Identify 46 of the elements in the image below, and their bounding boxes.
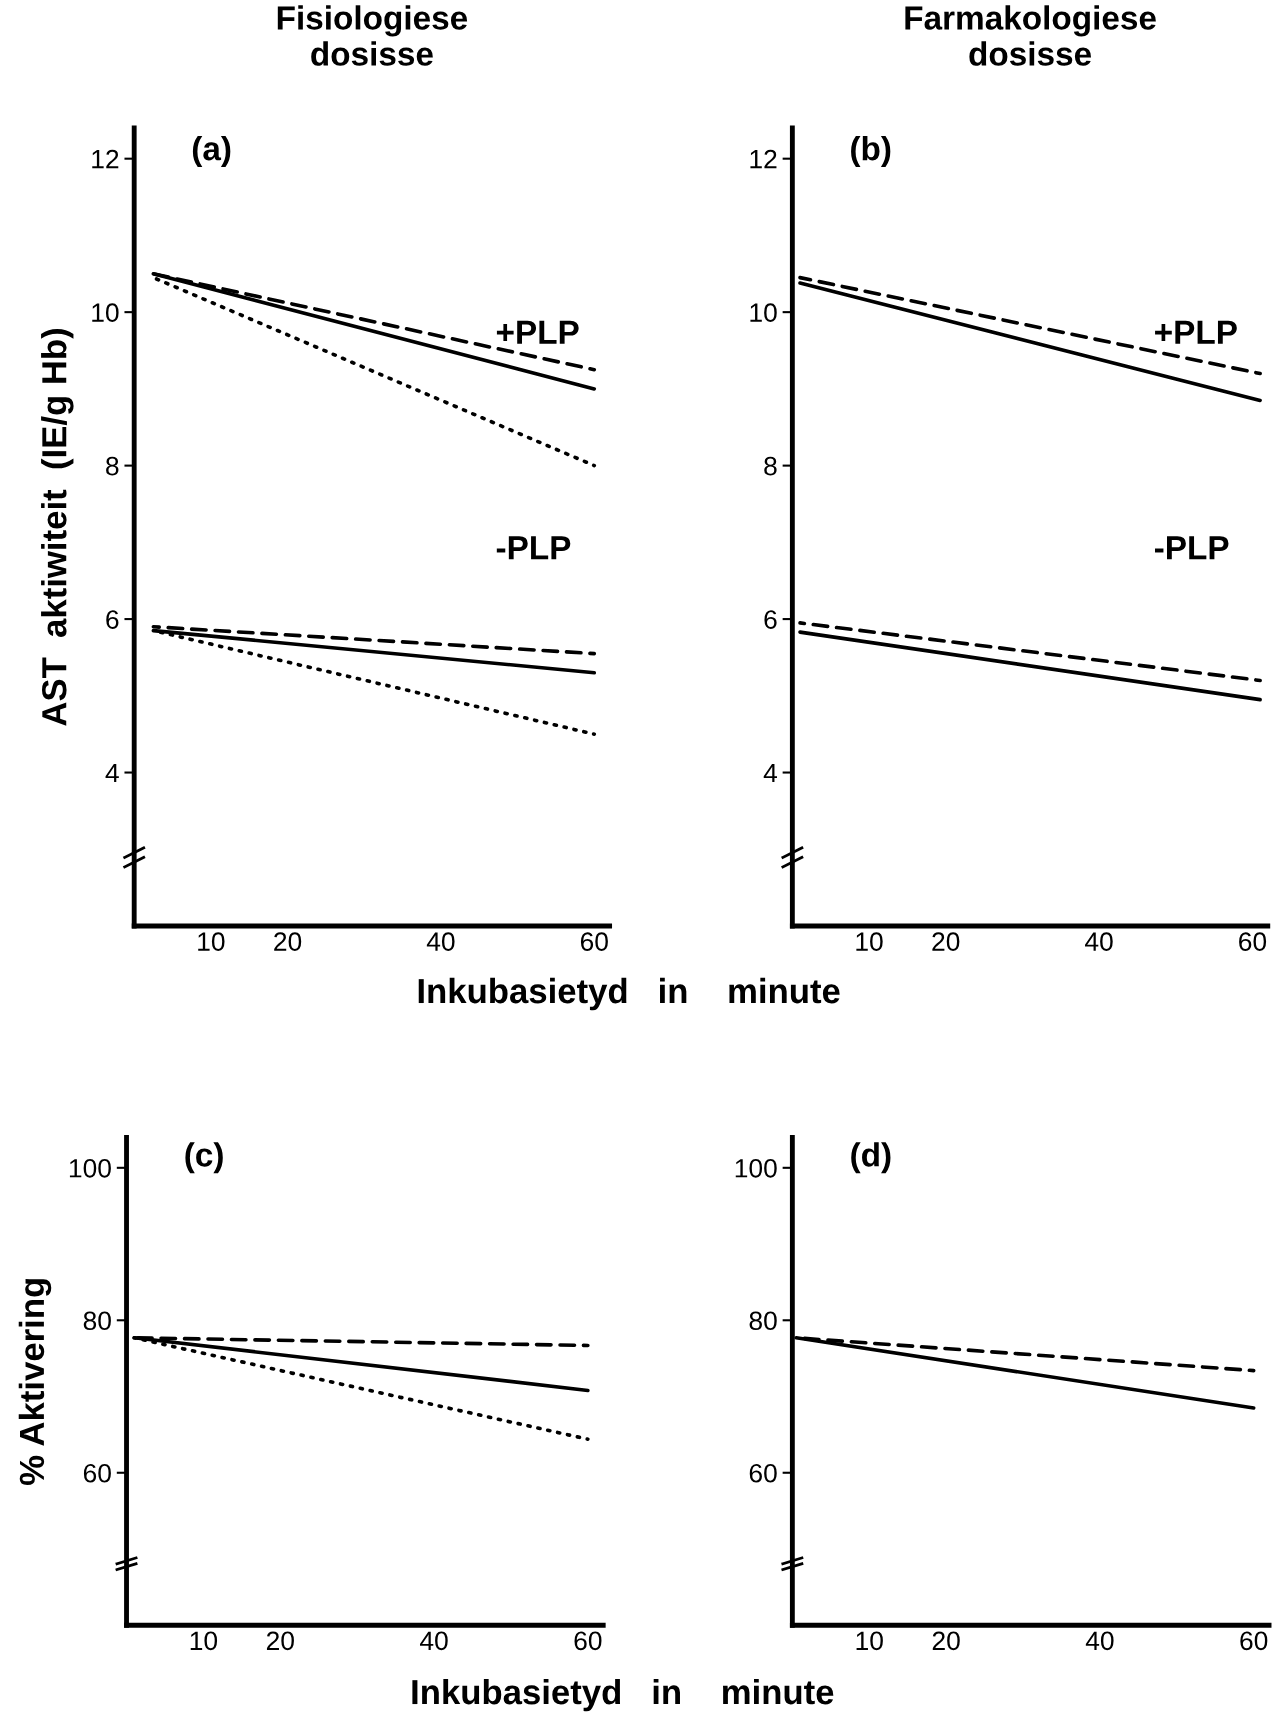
y-tick-label: 4 xyxy=(763,763,778,783)
y-tick-label: 80 xyxy=(749,1311,777,1331)
y-tick-label: 60 xyxy=(83,1463,111,1483)
y-tick-label: 100 xyxy=(69,1158,111,1178)
y-tick-label: 8 xyxy=(764,456,777,476)
annotation: +PLP xyxy=(496,320,579,344)
x-axis-title: Inkubasietyd in minute xyxy=(412,1678,834,1712)
y-tick-label: 10 xyxy=(92,303,119,322)
y-tick-label: 8 xyxy=(106,456,119,476)
x-tick-label: 20 xyxy=(266,1631,294,1651)
x-tick-label: 10 xyxy=(856,1631,883,1651)
x-axis-title: Inkubasietyd in minute xyxy=(418,977,840,1011)
annotation: -PLP xyxy=(496,536,571,560)
x-tick-label: 60 xyxy=(580,932,608,951)
x-tick-label: 60 xyxy=(574,1631,602,1651)
annotation: (b) xyxy=(851,135,891,168)
y-tick-label: 10 xyxy=(750,303,777,322)
x-tick-label: 40 xyxy=(420,1631,448,1651)
x-tick-label: 60 xyxy=(1239,932,1267,951)
chart-title: Farmakologiese dosisse xyxy=(905,5,1156,66)
x-tick-label: 40 xyxy=(426,932,455,951)
annotation: (d) xyxy=(851,1142,891,1174)
annotation: (c) xyxy=(185,1142,223,1174)
y-tick-label: 6 xyxy=(764,610,777,629)
x-tick-label: 10 xyxy=(198,932,225,951)
y-tick-label: 12 xyxy=(92,149,119,169)
x-tick-label: 20 xyxy=(932,1631,960,1651)
chart-title: Fisiologiese dosisse xyxy=(277,5,468,66)
y-tick-label: 12 xyxy=(750,149,777,169)
y-tick-label: 6 xyxy=(106,610,119,629)
x-tick-label: 10 xyxy=(856,932,883,951)
x-tick-label: 20 xyxy=(932,932,960,951)
x-tick-label: 10 xyxy=(190,1631,218,1651)
y-axis-title: % Aktivering xyxy=(18,1279,52,1485)
x-tick-label: 40 xyxy=(1085,932,1113,951)
x-tick-label: 60 xyxy=(1240,1631,1268,1651)
y-axis-title: AST aktiwiteit (IE/g Hb) xyxy=(41,329,74,726)
annotation: +PLP xyxy=(1155,320,1237,344)
annotation: -PLP xyxy=(1154,536,1229,560)
y-tick-label: 60 xyxy=(749,1463,777,1483)
x-tick-label: 40 xyxy=(1085,1631,1114,1651)
y-tick-label: 100 xyxy=(735,1158,777,1178)
y-tick-label: 4 xyxy=(105,763,119,783)
x-tick-label: 20 xyxy=(274,932,302,951)
y-tick-label: 80 xyxy=(83,1311,111,1331)
annotation: (a) xyxy=(192,135,231,168)
